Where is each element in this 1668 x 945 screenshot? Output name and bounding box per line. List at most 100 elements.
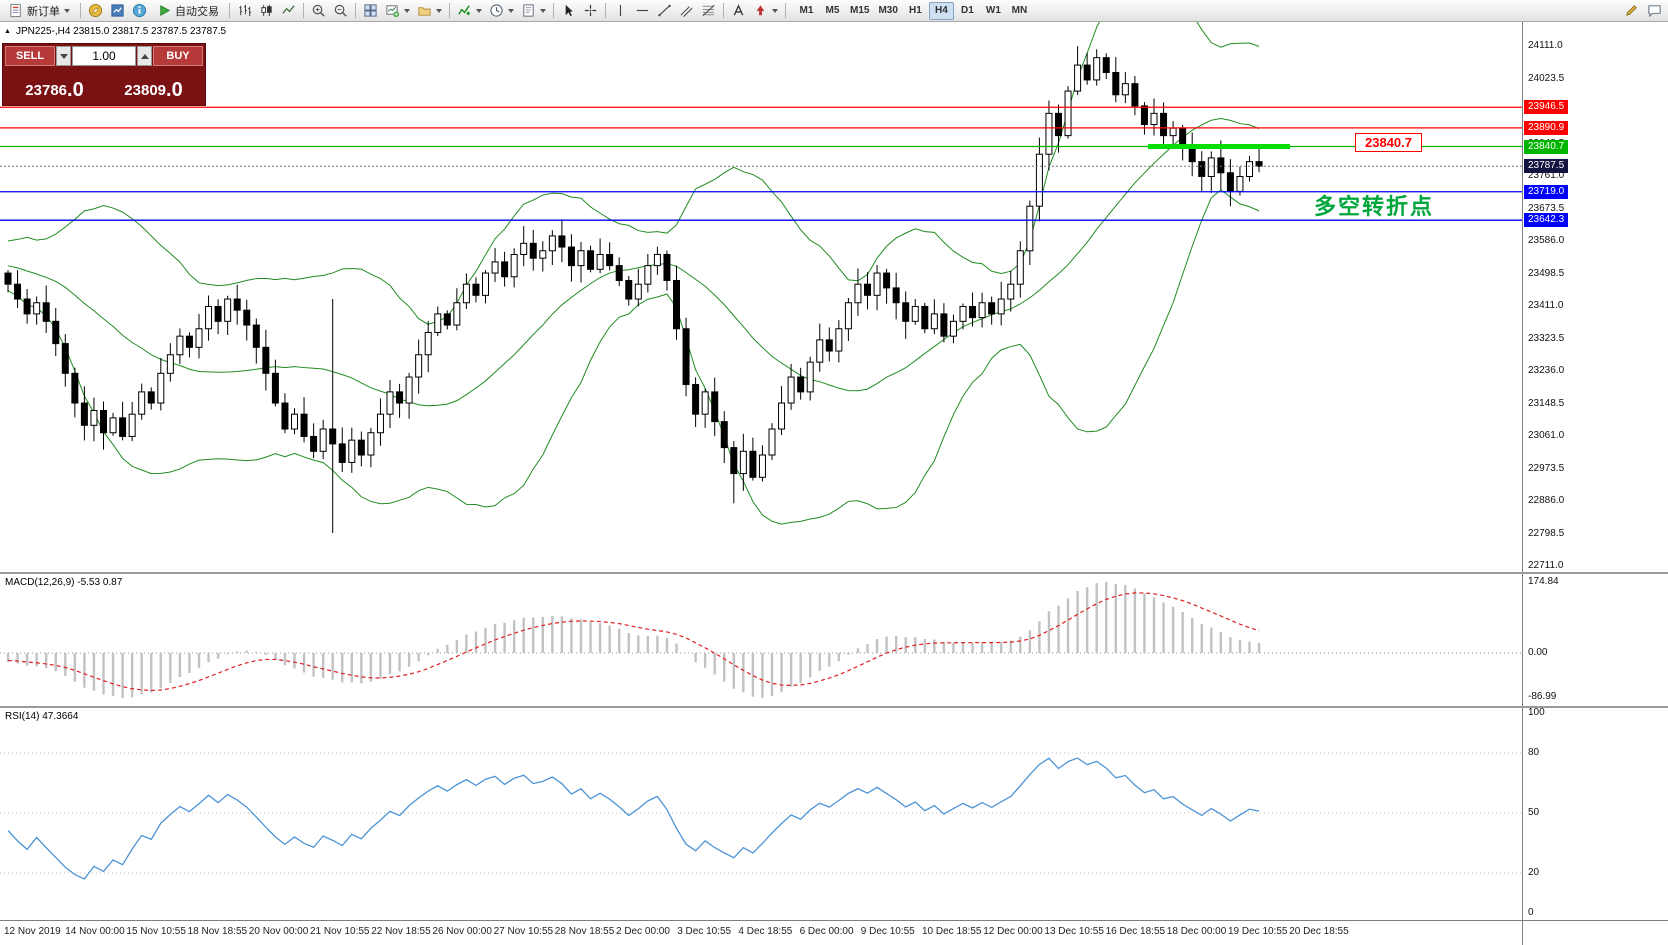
timeframe-button-m1[interactable]: M1 [799,5,814,16]
rsi-label: RSI(14) 47.3664 [5,711,79,722]
vertical-line-button[interactable] [610,1,631,21]
chart-window: ▲ JPN225-,H4 23815.0 23817.5 23787.5 237… [0,22,1668,945]
lot-increase-button[interactable] [137,46,152,66]
timeframe-button-d1[interactable]: D1 [961,5,974,16]
new-order-button[interactable]: 新订单 [3,1,76,21]
time-axis-label: 14 Nov 00:00 [65,926,125,937]
zoom-out-icon [334,4,347,17]
price-axis-label: 22711.0 [1528,560,1564,572]
rsi-chart[interactable] [0,708,1522,920]
bar-chart-button[interactable] [234,1,255,21]
price-axis-label: 23236.0 [1528,365,1565,377]
chevron-down-icon [772,8,778,13]
macd-axis[interactable]: 174.84 0.00 -86.99 [1522,574,1668,706]
toolbar-right-group [1621,1,1665,21]
toolbar-separator [229,3,230,18]
time-axis-label: 6 Dec 00:00 [799,926,854,937]
tile-windows-icon [364,4,377,17]
zoom-in-button[interactable] [308,1,329,21]
arrow-tools-button[interactable] [750,1,781,21]
collapse-icon[interactable]: ▲ [4,28,11,35]
buy-price[interactable]: 23809.0 [104,66,203,103]
cursor-button[interactable] [558,1,579,21]
rsi-axis[interactable]: 100 80 50 20 0 [1522,707,1668,920]
time-axis-label: 16 Dec 18:55 [1105,926,1166,937]
lot-decrease-button[interactable] [56,46,71,66]
fibonacci-button[interactable] [698,1,719,21]
new-order-icon [10,3,21,18]
auto-trading-button[interactable]: 自动交易 [151,1,225,21]
price-axis-label: 23586.0 [1528,235,1565,247]
price-axis-label: 23673.5 [1528,202,1565,214]
price-axis-label: 23061.0 [1528,430,1565,442]
price-level-chip: 23719.0 [1524,184,1569,199]
time-axis-label: 27 Nov 10:55 [493,926,554,937]
symbol-ohlc-text: JPN225-,H4 23815.0 23817.5 23787.5 23787… [15,26,227,37]
periods-button[interactable] [486,1,517,21]
compass-icon [88,3,103,18]
time-axis-label: 3 Dec 10:55 [677,926,732,937]
sell-price[interactable]: 23786.0 [5,66,104,103]
panel-splitter[interactable] [0,572,1668,574]
price-chart-panel: ▲ JPN225-,H4 23815.0 23817.5 23787.5 237… [0,22,1668,572]
line-chart-button[interactable] [278,1,299,21]
tile-windows-button[interactable] [360,1,381,21]
sell-price-frac: .0 [67,79,84,101]
channel-button[interactable] [676,1,697,21]
market-watch-button[interactable] [107,1,128,21]
buy-button[interactable]: BUY [153,46,203,66]
candlestick-chart-button[interactable] [256,1,277,21]
templates-button[interactable] [518,1,549,21]
symbol-header: ▲ JPN225-,H4 23815.0 23817.5 23787.5 237… [4,26,226,37]
new-order-label: 新订单 [27,5,60,18]
timeframe-button-m15[interactable]: M15 [850,5,870,16]
horizontal-line-button[interactable] [632,1,653,21]
macd-axis-min: -86.99 [1528,691,1557,702]
chevron-down-icon [64,8,70,13]
price-level-chip: 23787.5 [1524,159,1569,174]
rsi-axis-label: 50 [1528,807,1540,818]
timeframe-button-w1[interactable]: W1 [985,5,1001,16]
sell-button[interactable]: SELL [5,46,55,66]
comment-tool-button[interactable] [1644,1,1665,21]
panel-splitter[interactable] [0,706,1668,708]
timeframe-button-mn[interactable]: MN [1011,5,1028,16]
toolbar-separator [785,3,786,18]
toolbar-separator [553,3,554,18]
price-axis[interactable]: 24111.024023.523936.023848.523761.023673… [1522,22,1668,572]
text-tool-button[interactable] [728,1,749,21]
timeframe-toolbar: M1 M5 M15 M30 H1 H4 D1 W1 MN [794,1,1032,20]
chart-annotation-text[interactable]: 多空转折点 [1314,194,1435,219]
macd-chart[interactable] [0,574,1522,706]
trendline-icon [658,4,671,17]
metaeditor-button[interactable] [85,1,106,21]
time-axis-label: 4 Dec 18:55 [738,926,793,937]
rsi-axis-label: 20 [1528,867,1540,878]
play-icon [160,5,171,16]
timeframe-button-h1[interactable]: H1 [909,5,922,16]
price-level-label[interactable]: 23840.7 [1355,133,1422,152]
rsi-axis-label: 80 [1528,747,1540,758]
timeframe-button-m5[interactable]: M5 [825,5,840,16]
candlestick-chart[interactable] [0,22,1522,572]
rsi-panel: RSI(14) 47.3664 100 80 50 20 0 [0,707,1668,920]
data-window-button[interactable] [129,1,150,21]
pencil-tool-button[interactable] [1621,1,1642,21]
clock-icon [490,4,503,17]
timeframe-button-h4[interactable]: H4 [928,1,954,20]
auto-trading-label: 自动交易 [175,5,219,18]
macd-axis-max: 174.84 [1528,576,1559,587]
lot-size-input[interactable] [72,46,136,66]
zoom-in-icon [312,4,325,17]
crosshair-button[interactable] [580,1,601,21]
trendline-button[interactable] [654,1,675,21]
line-chart-icon [282,5,295,14]
time-axis[interactable]: 12 Nov 2019 14 Nov 00:00 15 Nov 10:55 18 No… [0,920,1668,945]
indicators-button[interactable] [454,1,485,21]
profiles-button[interactable] [414,1,445,21]
pencil-icon [1626,5,1637,16]
toolbar-separator [80,3,81,18]
zoom-out-button[interactable] [330,1,351,21]
new-chart-button[interactable] [382,1,413,21]
timeframe-button-m30[interactable]: M30 [878,5,898,16]
